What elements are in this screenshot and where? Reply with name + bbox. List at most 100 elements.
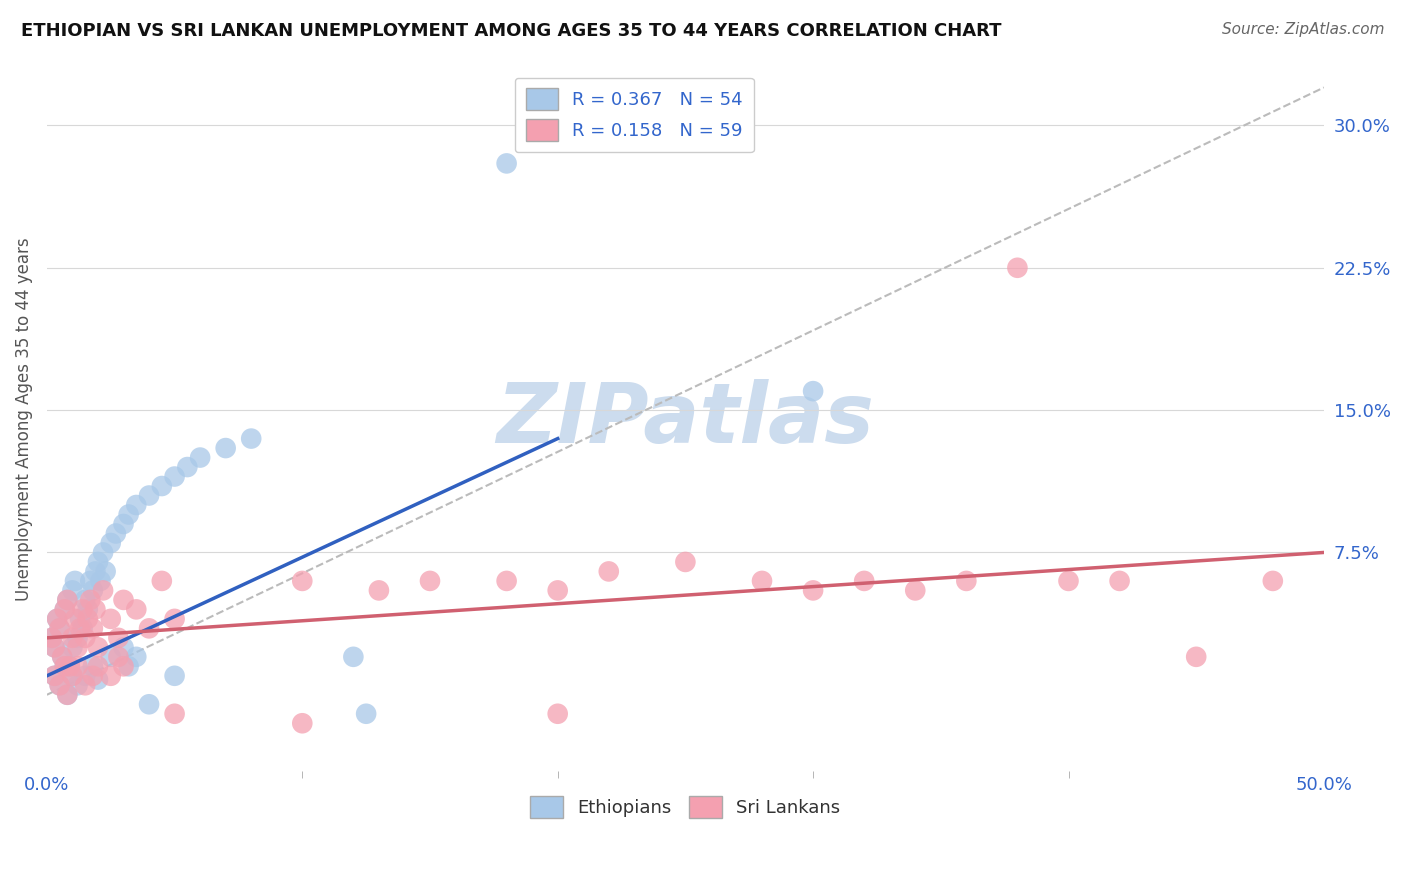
Point [87,673,110,687]
Point [150,574,173,588]
Point [495,156,517,170]
Point [751,574,773,588]
Point [62,669,84,683]
Point [89,574,111,588]
Point [598,565,620,579]
Point [904,583,927,598]
Point [673,555,696,569]
Point [48,678,70,692]
Point [1108,574,1130,588]
Point [62,669,84,683]
Point [44,669,66,683]
Point [955,574,977,588]
Point [1057,574,1080,588]
Point [56,593,79,607]
Point [291,716,314,731]
Point [66,659,89,673]
Point [419,574,441,588]
Point [163,706,186,721]
Point [547,706,569,721]
Point [46,612,69,626]
Point [495,574,517,588]
Point [100,649,122,664]
Point [62,583,84,598]
Text: ETHIOPIAN VS SRI LANKAN UNEMPLOYMENT AMONG AGES 35 TO 44 YEARS CORRELATION CHART: ETHIOPIAN VS SRI LANKAN UNEMPLOYMENT AMO… [21,22,1001,40]
Point [41,631,63,645]
Point [342,649,364,664]
Point [240,432,263,446]
Point [82,583,104,598]
Point [53,659,76,673]
Point [84,602,107,616]
Point [100,669,122,683]
Point [63,574,86,588]
Point [76,602,98,616]
Point [107,631,129,645]
Point [853,574,876,588]
Point [163,469,186,483]
Point [104,526,127,541]
Point [117,508,139,522]
Point [138,698,160,712]
Point [75,631,97,645]
Point [79,574,101,588]
Point [48,621,70,635]
Point [125,602,148,616]
Point [112,593,135,607]
Point [53,602,76,616]
Point [107,649,129,664]
Point [117,659,139,673]
Point [66,631,89,645]
Point [125,649,148,664]
Point [69,621,91,635]
Point [87,640,110,655]
Point [112,516,135,531]
Point [1261,574,1284,588]
Point [801,583,824,598]
Point [53,602,76,616]
Point [75,678,97,692]
Point [51,649,73,664]
Point [91,545,114,559]
Point [62,640,84,655]
Point [291,574,314,588]
Point [801,384,824,398]
Point [63,612,86,626]
Point [84,565,107,579]
Point [82,659,104,673]
Point [72,621,94,635]
Point [44,640,66,655]
Point [72,602,94,616]
Point [53,659,76,673]
Point [75,669,97,683]
Point [82,669,104,683]
Point [82,621,104,635]
Point [112,640,135,655]
Y-axis label: Unemployment Among Ages 35 to 44 years: Unemployment Among Ages 35 to 44 years [15,238,32,601]
Point [91,583,114,598]
Point [125,498,148,512]
Point [46,612,69,626]
Point [176,460,198,475]
Text: Source: ZipAtlas.com: Source: ZipAtlas.com [1222,22,1385,37]
Point [79,593,101,607]
Point [75,593,97,607]
Point [150,479,173,493]
Point [215,441,238,455]
Point [66,640,89,655]
Point [94,565,117,579]
Point [138,489,160,503]
Point [56,593,79,607]
Point [367,583,389,598]
Legend: Ethiopians, Sri Lankans: Ethiopians, Sri Lankans [523,789,848,825]
Point [1007,260,1029,275]
Point [51,649,73,664]
Point [44,640,66,655]
Point [59,659,82,673]
Point [48,678,70,692]
Point [100,536,122,550]
Point [112,659,135,673]
Point [69,612,91,626]
Point [66,678,89,692]
Point [354,706,377,721]
